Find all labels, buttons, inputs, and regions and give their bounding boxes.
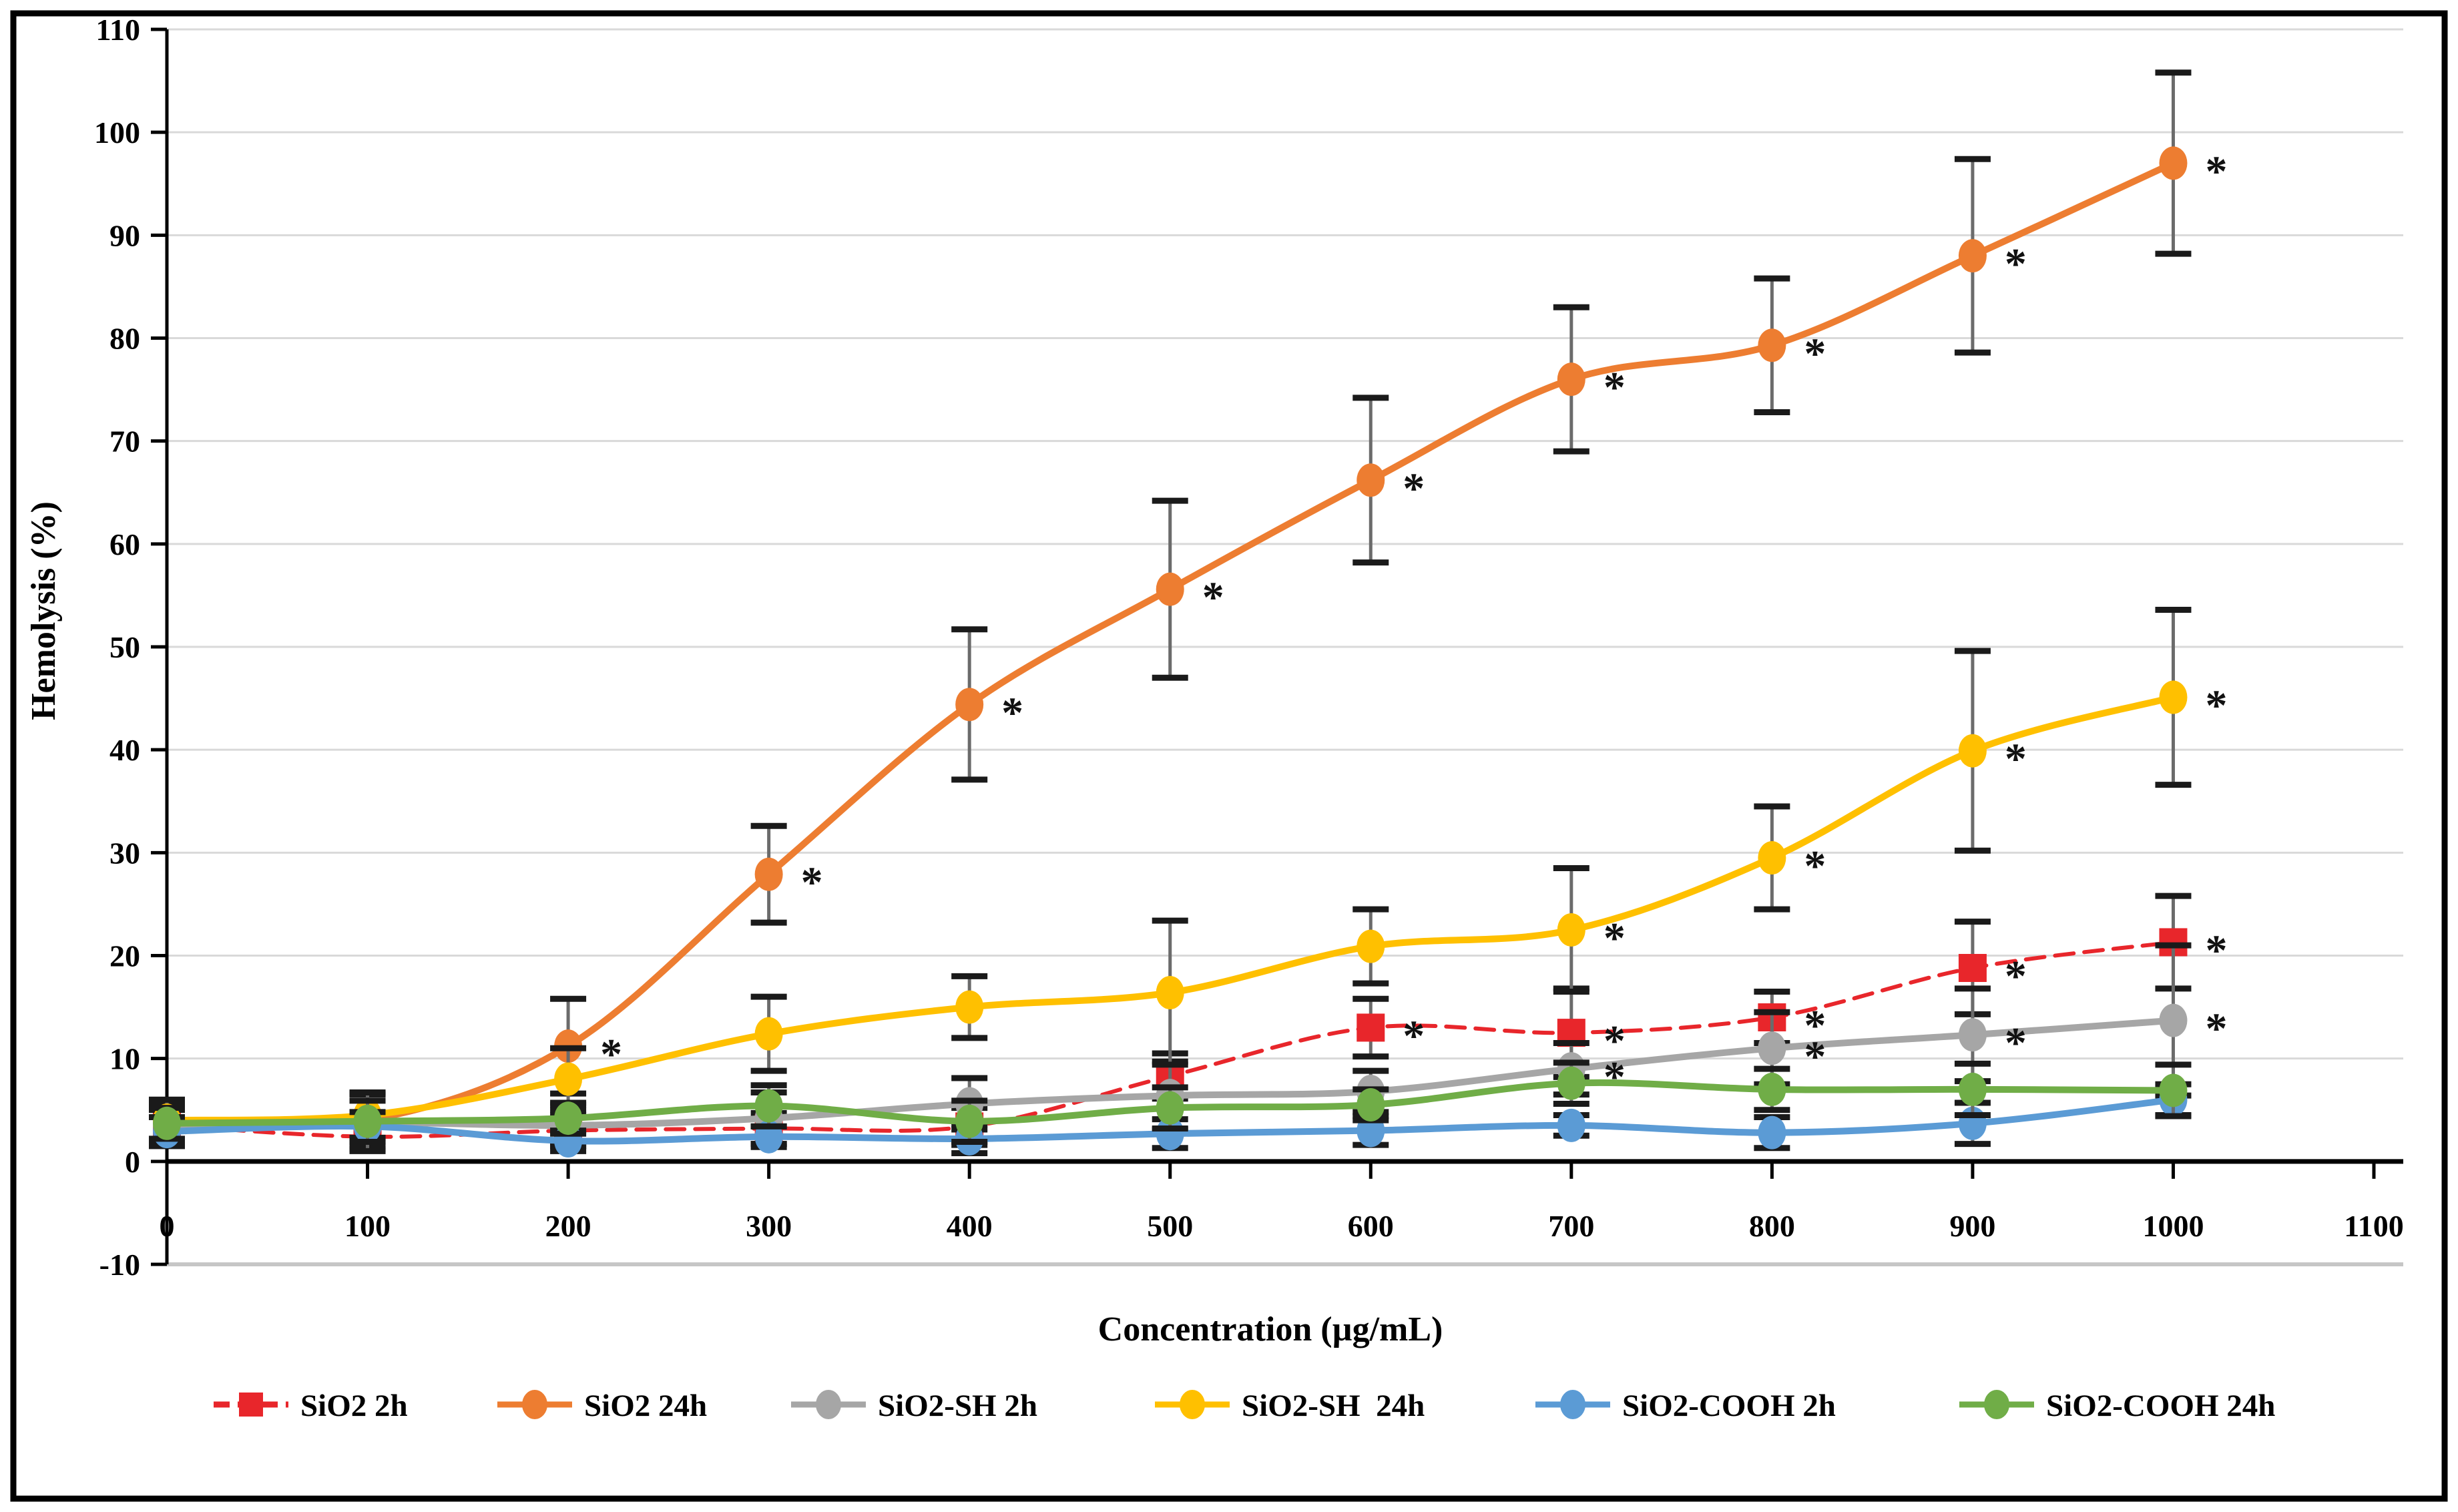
legend-item-sio2-sh-24h: SiO2-SH 24h <box>1155 1389 1425 1423</box>
asterisk: * <box>2205 1005 2227 1053</box>
asterisk: * <box>1202 573 1224 622</box>
x-tick-label: 600 <box>1348 1209 1394 1243</box>
y-tick-label: 100 <box>94 115 140 150</box>
x-tick-label: 200 <box>545 1209 591 1243</box>
legend-item-sio2-cooh-24h: SiO2-COOH 24h <box>1959 1389 2275 1423</box>
legend: SiO2 2h SiO2 24h SiO2-SH 2h SiO2-SH 24h SiO2… <box>214 1389 2275 1423</box>
axes <box>151 27 2403 1266</box>
x-tick-label: 900 <box>1949 1209 1995 1243</box>
x-tick-label: 300 <box>746 1209 792 1243</box>
significance-markers: * * * * * <box>1403 926 2227 1065</box>
asterisk: * <box>801 858 823 907</box>
gridlines <box>167 28 2403 1266</box>
y-tick-label: 30 <box>109 836 140 870</box>
asterisk: * <box>1604 914 1626 963</box>
asterisk: * <box>2005 952 2027 1001</box>
legend-item-sio2-sh-2h: SiO2-SH 2h <box>791 1389 1037 1423</box>
legend-marker <box>816 1390 841 1419</box>
figure-border <box>10 10 2448 1502</box>
asterisk: * <box>1001 688 1023 737</box>
asterisk: * <box>2205 147 2227 196</box>
significance-markers: * * * * * * * * * <box>600 147 2227 1079</box>
x-tick-label: 700 <box>1548 1209 1594 1243</box>
x-tick-label: 1100 <box>2344 1209 2403 1243</box>
asterisk: * <box>1403 464 1425 513</box>
asterisk: * <box>2005 1019 2027 1067</box>
significance-markers: * * * * <box>1604 682 2228 963</box>
series-sio2-cooh-24h <box>149 1059 2192 1146</box>
series-sio2-sh-24h: **** <box>149 607 2228 1144</box>
legend-label: SiO2-COOH 2h <box>1622 1389 1836 1423</box>
legend-label: SiO2 2h <box>300 1389 408 1423</box>
asterisk: * <box>1804 842 1826 891</box>
asterisk: * <box>1403 1011 1425 1060</box>
legend-item-sio2-24h: SiO2 24h <box>497 1389 707 1423</box>
x-tick-label: 100 <box>344 1209 391 1243</box>
y-tick-label: 40 <box>109 733 140 767</box>
legend-label: SiO2-SH 2h <box>878 1389 1037 1423</box>
legend-marker <box>1984 1390 2009 1419</box>
series-markers <box>153 1066 2188 1140</box>
asterisk: * <box>1604 1017 1626 1065</box>
y-tick-label: 90 <box>109 218 140 252</box>
asterisk: * <box>1604 1053 1626 1101</box>
asterisk: * <box>2205 682 2227 730</box>
y-tick-label: 70 <box>109 425 140 459</box>
x-tick-label: 500 <box>1147 1209 1193 1243</box>
legend-marker <box>1560 1390 1585 1419</box>
y-tick-label: 60 <box>109 527 140 561</box>
y-tick-label: -10 <box>99 1248 140 1282</box>
asterisk: * <box>1604 363 1626 412</box>
x-tick-label: 400 <box>947 1209 993 1243</box>
y-tick-label: 20 <box>109 939 140 973</box>
significance-markers: **** <box>1604 1005 2228 1101</box>
legend-marker <box>522 1390 547 1419</box>
asterisk: * <box>2005 735 2027 784</box>
y-tick-label: 80 <box>109 322 140 356</box>
y-tick-label: 10 <box>109 1042 140 1076</box>
y-tick-label: 110 <box>96 13 140 47</box>
asterisk: * <box>2205 926 2227 975</box>
asterisk: * <box>1804 1032 1826 1081</box>
x-tick-label: 800 <box>1749 1209 1795 1243</box>
y-tick-label: 50 <box>109 630 140 664</box>
x-axis-title: Concentration (µg/mL) <box>1098 1310 1443 1348</box>
x-tick-label: 0 <box>160 1209 175 1243</box>
legend-label: SiO2-COOH 24h <box>2046 1389 2275 1423</box>
legend-marker <box>1180 1390 1205 1419</box>
asterisk: * <box>2005 240 2027 288</box>
legend-marker <box>239 1393 263 1417</box>
legend-item-sio2-2h: SiO2 2h <box>214 1389 408 1423</box>
y-tick-label: 0 <box>125 1145 140 1179</box>
asterisk: * <box>1804 329 1826 378</box>
legend-label: SiO2 24h <box>584 1389 707 1423</box>
legend-label: SiO2-SH 24h <box>1242 1389 1425 1423</box>
x-tick-label: 1000 <box>2142 1209 2204 1243</box>
legend-item-sio2-cooh-2h: SiO2-COOH 2h <box>1535 1389 1836 1423</box>
y-axis-title: Hemolysis (%) <box>25 501 63 720</box>
